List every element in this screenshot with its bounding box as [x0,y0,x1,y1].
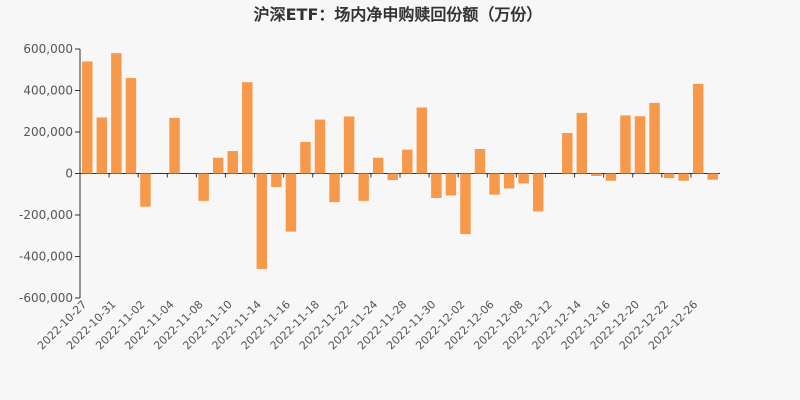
bar [227,151,238,174]
bar [343,116,355,174]
bar [692,83,704,174]
bar [358,173,369,201]
bar [562,133,573,174]
bars [82,53,718,269]
bar [387,173,398,181]
bar [242,82,253,174]
x-tick-labels: 2022-10-272022-10-312022-11-022022-11-04… [35,298,700,352]
bar [285,173,297,232]
bar [460,173,471,235]
bar [663,173,675,179]
bar [256,173,268,269]
bar [125,78,137,174]
bar [489,173,500,195]
bar [402,149,413,174]
bar [591,173,602,176]
bar [300,141,311,174]
bar [314,119,326,174]
bar [431,173,442,198]
bar [503,173,515,189]
bar [649,102,660,174]
bar [474,149,486,174]
chart-title: 沪深ETF：场内净申购赎回份额（万份） [254,5,543,24]
y-tick-label: 400,000 [23,84,73,98]
bar [198,173,209,201]
bar [212,157,224,174]
bar [707,173,718,180]
y-tick-label: -400,000 [19,250,73,264]
bar [271,173,282,187]
bar [605,173,617,181]
bar [82,61,93,174]
bar [329,173,340,203]
bar [96,117,108,174]
bar [576,112,588,174]
y-tick-label: 600,000 [23,42,73,56]
bar [518,173,529,184]
bar [372,157,384,174]
bar [169,117,180,174]
bar [111,53,122,174]
bar [140,173,151,207]
y-tick-label: -600,000 [19,291,73,305]
y-tick-labels: 600,000 400,000 200,000 0 -200,000 -400,000 -6… [19,42,73,305]
bar [678,173,689,181]
bar [634,116,646,174]
bar [445,173,457,196]
bar [416,107,428,174]
bar [620,115,631,174]
y-tick-label: 200,000 [23,125,73,139]
bar [532,173,544,212]
y-tick-label: -200,000 [19,208,73,222]
y-tick-label: 0 [65,167,73,181]
